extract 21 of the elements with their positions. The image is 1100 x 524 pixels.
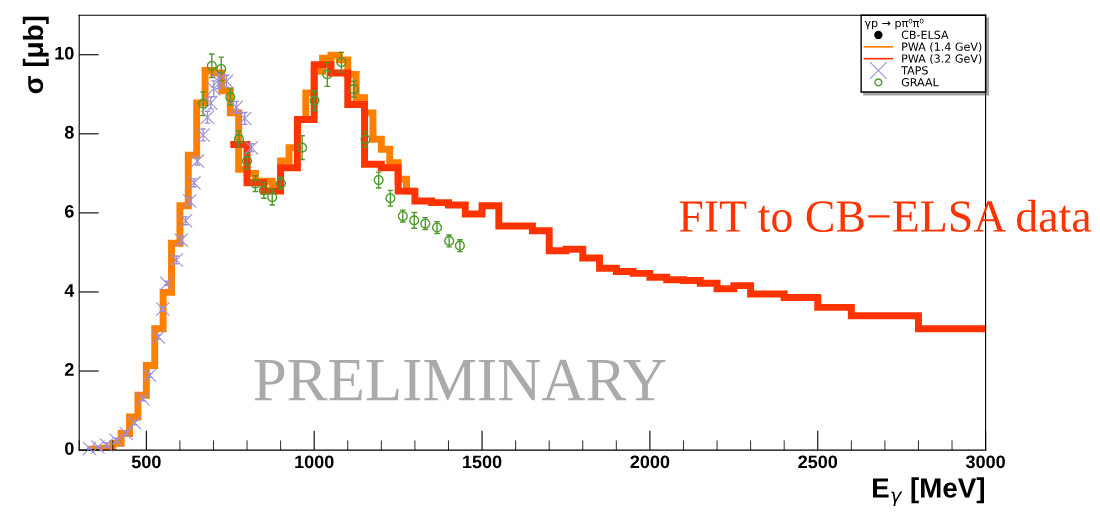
y-tick-label: 10 <box>55 46 74 60</box>
x-tick-label: 1500 <box>463 455 502 469</box>
y-tick-label: 8 <box>64 125 74 139</box>
x-tick-label: 500 <box>131 455 161 469</box>
legend-label: PWA (3.2 GeV) <box>902 54 982 65</box>
x-axis-title: E$_{γ}$ [MeV] <box>873 477 984 507</box>
x-tick-label: 2000 <box>630 455 670 469</box>
y-tick-label: 0 <box>65 442 74 455</box>
x-tick-label: 3000 <box>965 455 1005 469</box>
annotation: PRELIMINARY <box>254 359 666 401</box>
y-tick-label: 2 <box>64 363 74 376</box>
x-tick-label: 1000 <box>295 455 334 469</box>
legend-label: PWA (1.4 GeV) <box>902 42 982 53</box>
y-tick-label: 6 <box>64 204 74 218</box>
x-tick-label: 2500 <box>798 455 838 469</box>
y-axis-title: σ [μb] <box>22 16 49 94</box>
y-tick-label: 4 <box>64 284 75 297</box>
legend-title: γp → pπ⁰π⁰ <box>864 18 924 30</box>
legend-label: CB-ELSA <box>901 30 949 39</box>
legend-label: GRAAL <box>901 78 939 87</box>
legend-label: TAPS <box>901 66 928 75</box>
